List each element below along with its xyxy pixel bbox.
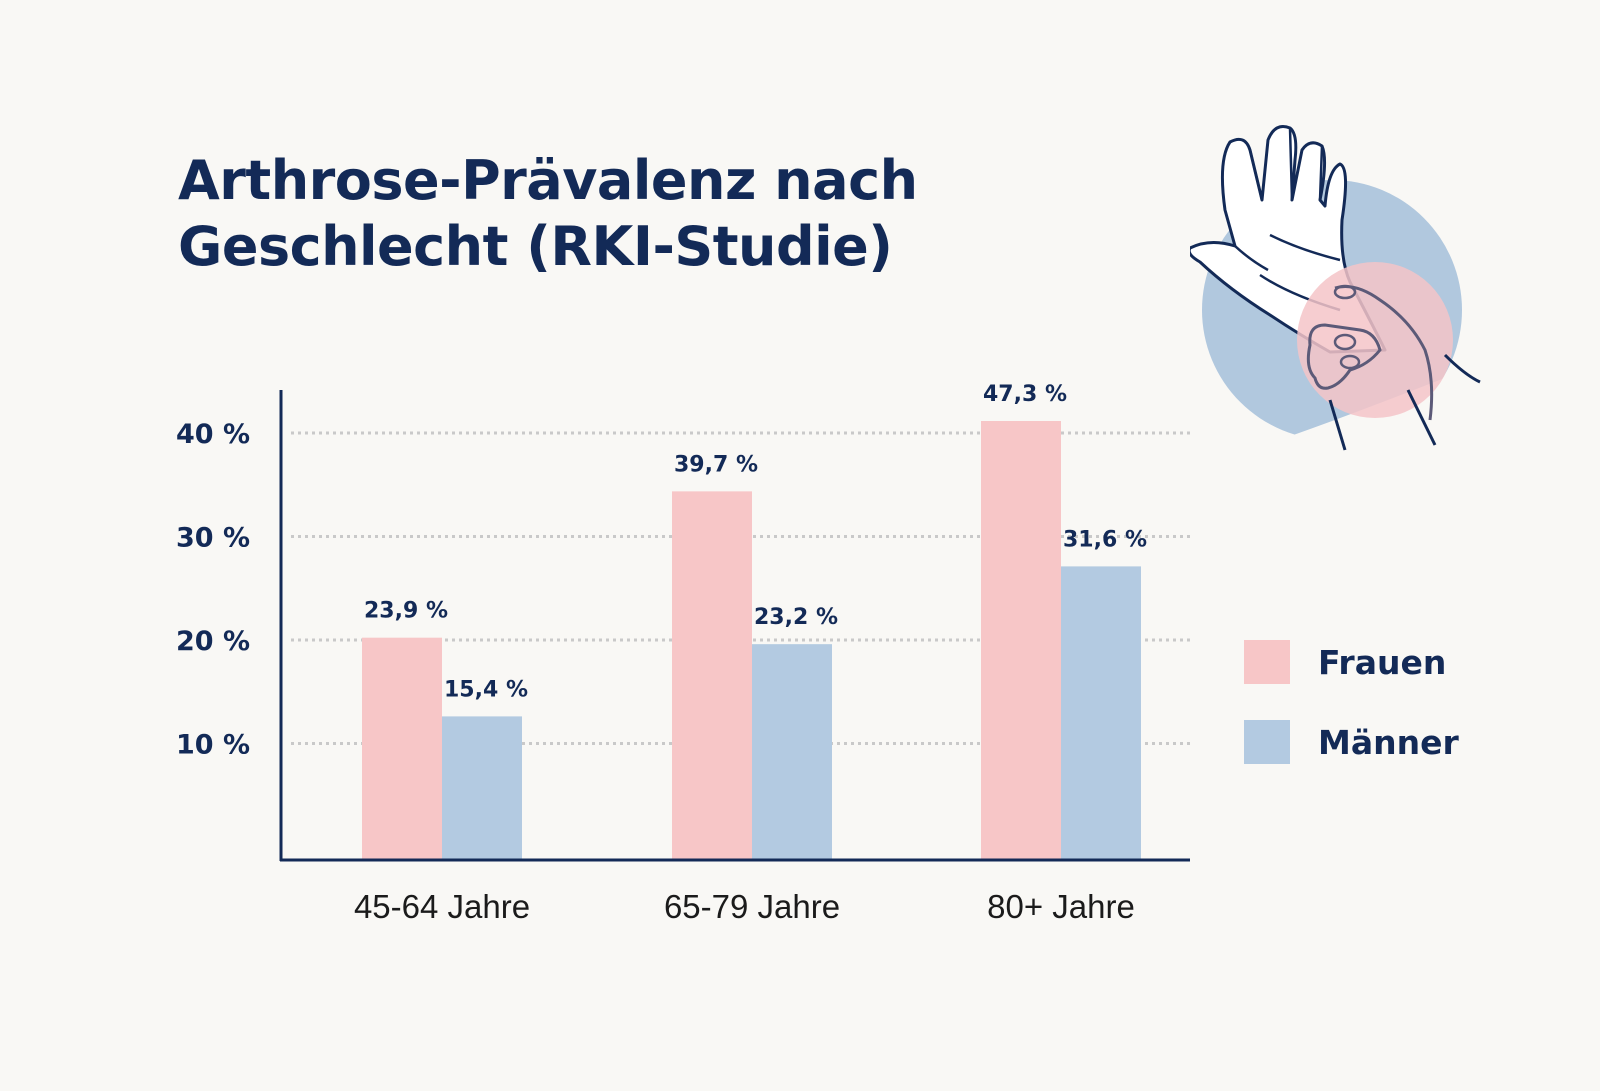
chart-title-line-1: Arthrose-Prävalenz nach (178, 149, 918, 212)
x-tick-label: 65-79 Jahre (664, 888, 840, 925)
x-tick-label: 80+ Jahre (987, 888, 1135, 925)
value-label: 23,2 % (754, 605, 838, 630)
bar-frauen-1 (672, 491, 752, 859)
y-tick-label: 30 % (176, 523, 250, 554)
legend-swatch-frauen (1244, 640, 1290, 684)
bar-frauen-2 (981, 421, 1061, 859)
y-axis-ticks: 10 % 20 % 30 % 40 % (176, 419, 250, 761)
legend-swatch-maenner (1244, 720, 1290, 764)
y-tick-label: 10 % (176, 730, 250, 761)
bar-maenner-2 (1061, 566, 1141, 859)
bar-frauen-0 (362, 637, 442, 859)
value-label: 15,4 % (444, 677, 528, 702)
hand-wrist-illustration (1187, 120, 1490, 464)
value-label: 23,9 % (364, 599, 448, 624)
value-labels: 23,9 % 15,4 % 39,7 % 23,2 % 47,3 % 31,6 % (364, 382, 1147, 702)
value-label: 31,6 % (1063, 527, 1147, 552)
legend-item-maenner: Männer (1244, 720, 1459, 764)
bar-maenner-1 (752, 644, 832, 859)
legend-item-frauen: Frauen (1244, 640, 1459, 684)
legend: Frauen Männer (1244, 640, 1459, 800)
bars (362, 421, 1141, 859)
bar-maenner-0 (442, 716, 522, 859)
hand-holding-wrist-icon (1187, 125, 1490, 460)
x-tick-label: 45-64 Jahre (354, 888, 530, 925)
y-tick-label: 20 % (176, 626, 250, 657)
value-label: 39,7 % (674, 452, 758, 477)
legend-label-frauen: Frauen (1318, 642, 1447, 682)
legend-label-maenner: Männer (1318, 722, 1459, 762)
value-label: 47,3 % (983, 382, 1067, 407)
chart-title: Arthrose-Prävalenz nach Geschlecht (RKI-… (178, 148, 918, 280)
x-axis-ticks: 45-64 Jahre 65-79 Jahre 80+ Jahre (354, 888, 1135, 925)
y-tick-label: 40 % (176, 419, 250, 450)
chart-title-line-2: Geschlecht (RKI-Studie) (178, 215, 893, 278)
